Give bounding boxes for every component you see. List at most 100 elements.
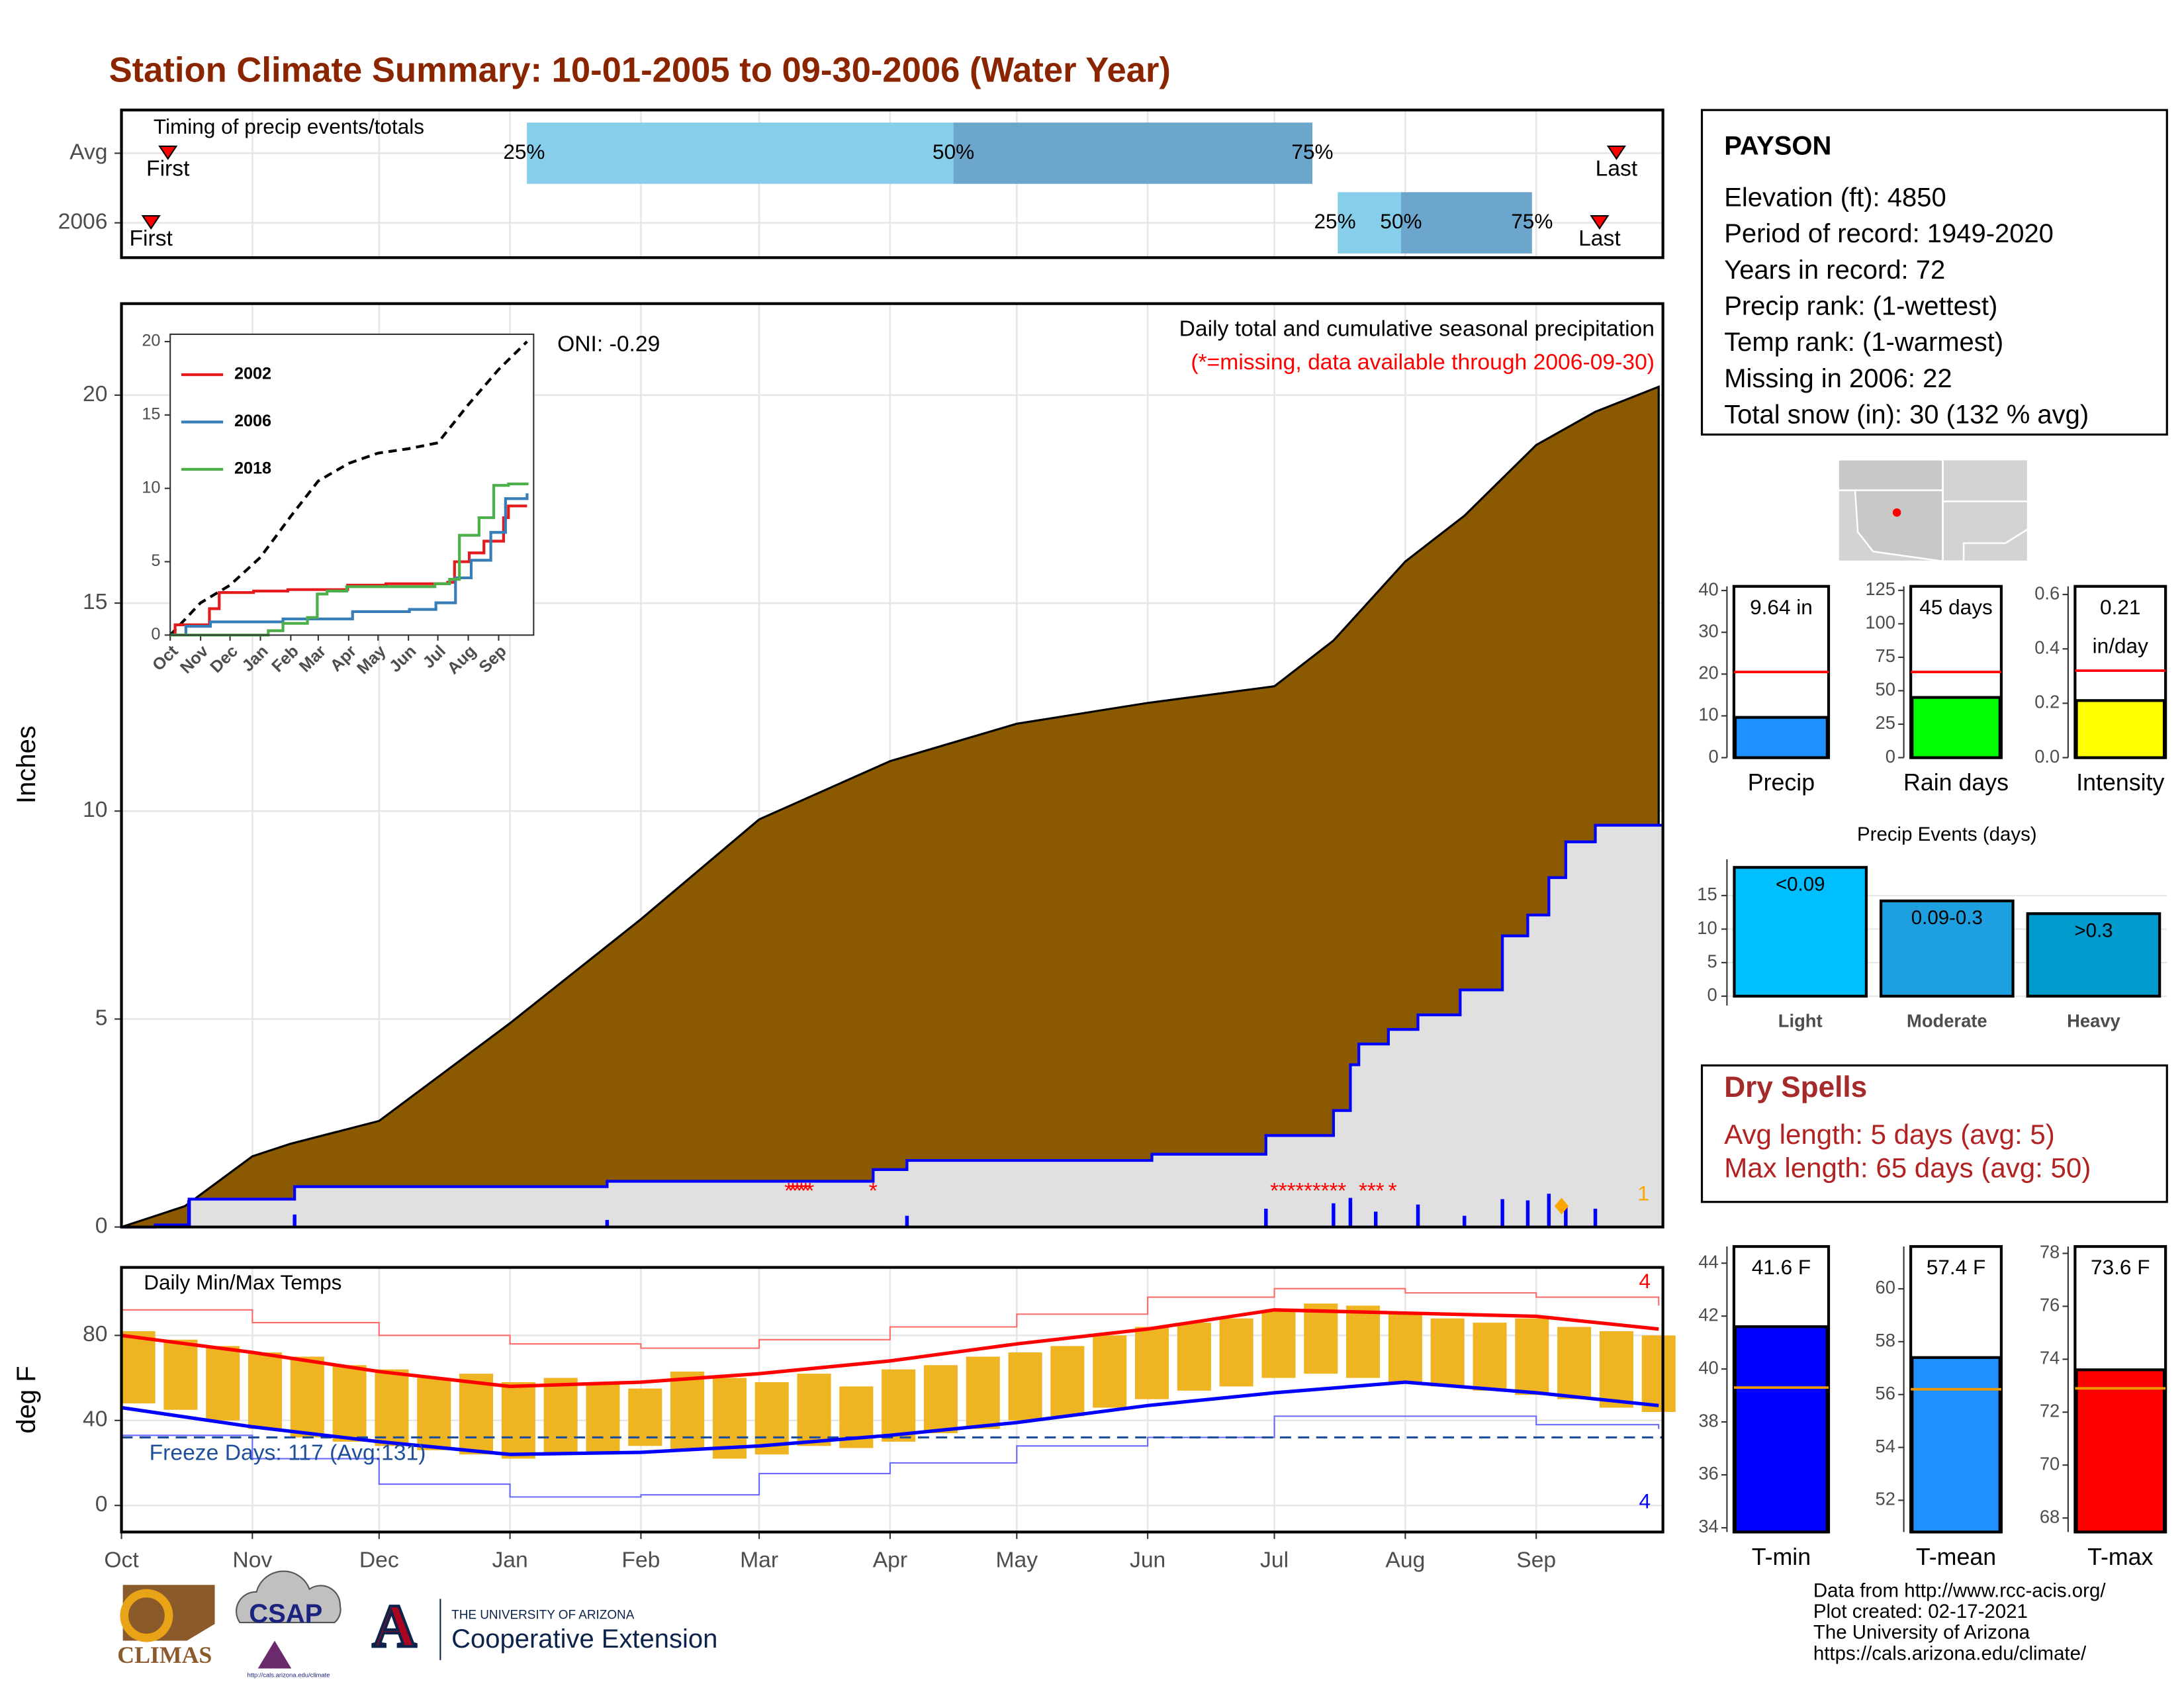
x-tick-label: Sep <box>1516 1548 1556 1572</box>
daily-bar <box>605 1219 610 1227</box>
csap-url: http://cals.arizona.edu/climate <box>247 1672 330 1679</box>
temp-bar <box>1430 1318 1465 1387</box>
missing-marker: * <box>1338 1179 1346 1203</box>
daily-bar <box>1547 1194 1551 1227</box>
x-tick-label: Apr <box>873 1548 907 1572</box>
y-tick-label: 0 <box>1886 746 1895 767</box>
missing-marker: * <box>801 1179 810 1203</box>
temp-bar <box>923 1365 958 1434</box>
missing-marker: * <box>1287 1179 1296 1203</box>
missing-marker: * <box>1359 1179 1367 1203</box>
cumulative-line <box>121 823 1663 1229</box>
chart-subtitle: (*=missing, data available through 2006-… <box>1191 350 1655 375</box>
missing-marker: * <box>1312 1179 1321 1203</box>
legend-label: 2018 <box>234 459 271 478</box>
daily-bar <box>293 1214 296 1227</box>
y-tick-label: 0.0 <box>2034 746 2060 767</box>
daily-bar <box>1462 1215 1467 1227</box>
temp-bar <box>501 1382 535 1459</box>
y-tick-label: 5 <box>95 1006 108 1030</box>
map-border <box>1838 489 2028 502</box>
record-min-line <box>121 1415 1660 1498</box>
quartile-bar <box>527 122 954 184</box>
missing-marker: * <box>1376 1179 1385 1203</box>
missing-marker: * <box>869 1179 878 1203</box>
record-low-count: 4 <box>1639 1489 1651 1513</box>
y-tick-label: 20 <box>142 332 160 350</box>
y-tick-label: 5 <box>151 551 160 570</box>
x-tick-label: Aug <box>1385 1548 1425 1572</box>
missing-marker: * <box>805 1179 814 1203</box>
dry-spells-box <box>1700 1064 2168 1203</box>
x-tick-label: Feb <box>621 1548 660 1572</box>
ua-unit: Cooperative Extension <box>451 1624 717 1654</box>
climas-logo: CLIMAS <box>117 1642 212 1668</box>
climas-mark <box>120 1589 173 1642</box>
info-line: Period of record: 1949-2020 <box>1724 219 2054 248</box>
y-axis-label: deg F <box>12 1366 41 1433</box>
y-tick-label: 60 <box>1876 1277 1895 1297</box>
percent-label: 75% <box>1291 140 1333 164</box>
temp-bar <box>1304 1303 1338 1374</box>
csap-logo: CSAP <box>249 1599 322 1628</box>
missing-marker: * <box>784 1179 793 1203</box>
y-tick-label: 0 <box>1709 746 1719 767</box>
x-tick-label: Jun <box>1130 1548 1165 1572</box>
y-tick-label: 58 <box>1876 1330 1895 1350</box>
y-tick-label: 5 <box>1707 951 1717 971</box>
x-tick-label: Moderate <box>1907 1011 1987 1031</box>
missing-marker: * <box>1279 1179 1287 1203</box>
dry-spells-line: Avg length: 5 days (avg: 5) <box>1724 1119 2055 1150</box>
info-line: Years in record: 72 <box>1724 256 1945 285</box>
missing-marker: * <box>1304 1179 1312 1203</box>
y-tick-label: 100 <box>1865 612 1895 633</box>
y-tick-label: 40 <box>1698 1357 1718 1378</box>
value-label: 73.6 F <box>2091 1255 2150 1279</box>
event-marker <box>1606 145 1627 160</box>
missing-marker: * <box>793 1179 801 1203</box>
y-tick-label: 52 <box>1876 1489 1895 1509</box>
series-line <box>170 504 527 637</box>
y-tick-label: 25 <box>1876 712 1895 733</box>
temp-bar <box>375 1369 409 1446</box>
missing-marker: * <box>797 1179 805 1203</box>
y-tick-label: 50 <box>1876 679 1895 700</box>
temp-bar <box>248 1352 283 1429</box>
ua-box <box>359 1601 430 1658</box>
chart-title: Daily total and cumulative seasonal prec… <box>1179 317 1655 342</box>
station-dot <box>1892 508 1901 517</box>
y-tick-label: 75 <box>1876 645 1895 666</box>
info-line: Precip rank: (1-wettest) <box>1724 292 1997 321</box>
daily-bar <box>905 1215 909 1227</box>
y-tick-label: 44 <box>1698 1251 1718 1272</box>
y-tick-label: 78 <box>2040 1242 2060 1262</box>
y-tick-label: 0.4 <box>2034 637 2060 657</box>
daily-bar <box>1564 1207 1568 1227</box>
daily-bar <box>1348 1197 1353 1227</box>
temp-bar <box>1093 1335 1127 1408</box>
y-tick-label: 38 <box>1698 1410 1718 1430</box>
temp-bar <box>1388 1314 1422 1382</box>
temp-bar <box>1346 1305 1381 1378</box>
y-tick-label: 68 <box>2040 1506 2060 1526</box>
x-tick-label: Heavy <box>2067 1011 2120 1031</box>
y-tick-label: 74 <box>2040 1348 2060 1368</box>
y-tick-label: 30 <box>1698 620 1718 641</box>
temp-bar <box>459 1374 494 1455</box>
x-tick-label: Nov <box>232 1548 272 1572</box>
panel-frame <box>120 1266 1664 1534</box>
dry-spells-title: Dry Spells <box>1724 1071 1867 1103</box>
avg-min-line <box>121 1380 1659 1456</box>
temp-bar <box>1134 1327 1169 1399</box>
y-tick-label: 0 <box>95 1492 108 1517</box>
gauge-bar <box>1733 1325 1829 1534</box>
temp-bar <box>1219 1318 1253 1387</box>
footer-line: The University of Arizona <box>1813 1622 2030 1644</box>
y-tick-label: 15 <box>83 590 107 614</box>
value-label: 0.21 <box>2100 595 2140 619</box>
average-line <box>169 340 528 636</box>
y-axis-label: Inches <box>12 726 41 804</box>
footer-line: Plot created: 02-17-2021 <box>1813 1601 2028 1622</box>
event-label: Last <box>1578 226 1621 251</box>
value-label: 45 days <box>1919 595 1993 619</box>
